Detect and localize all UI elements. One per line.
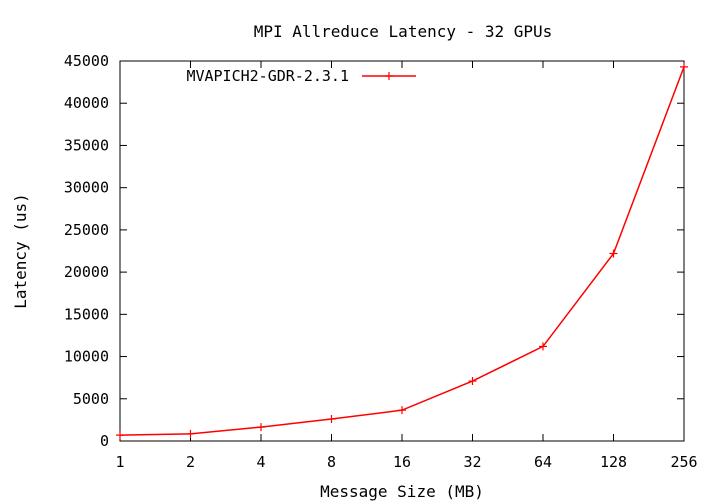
series-layer (116, 62, 688, 440)
x-tick-label: 128 (600, 453, 627, 471)
data-point (468, 377, 477, 386)
x-axis-ticks: 1 2 4 8 16 32 64 128 256 (115, 61, 698, 471)
legend-label: MVAPICH2-GDR-2.3.1 (186, 67, 349, 85)
y-tick-label: 5000 (73, 390, 109, 408)
data-point (186, 429, 195, 438)
data-point (327, 415, 336, 424)
y-tick-label: 30000 (64, 179, 109, 197)
plot-frame (119, 60, 685, 442)
y-tick-label: 15000 (64, 305, 109, 323)
x-tick-label: 64 (534, 453, 552, 471)
x-tick-label: 4 (256, 453, 265, 471)
data-point (539, 342, 547, 351)
x-tick-label: 8 (327, 453, 336, 471)
x-tick-label: 32 (463, 453, 481, 471)
data-point (398, 406, 406, 415)
y-tick-label: 25000 (64, 221, 109, 239)
y-axis-ticks: 0 5000 10000 15000 20000 25000 30000 35000 40000… (64, 52, 684, 450)
y-tick-label: 0 (100, 432, 109, 450)
data-point (680, 62, 688, 71)
y-tick-label: 10000 (64, 348, 109, 366)
legend-marker (385, 72, 393, 80)
y-tick-label: 35000 (64, 136, 109, 154)
y-tick-label: 40000 (64, 94, 109, 112)
legend: MVAPICH2-GDR-2.3.1 (186, 67, 416, 85)
chart-title: MPI Allreduce Latency - 32 GPUs (254, 22, 553, 41)
x-tick-label: 1 (115, 453, 124, 471)
y-tick-label: 20000 (64, 263, 109, 281)
series-line (119, 66, 685, 436)
x-axis-label: Message Size (MB) (320, 482, 484, 501)
y-axis-label: Latency (us) (11, 193, 30, 309)
x-tick-label: 16 (393, 453, 411, 471)
data-point (116, 431, 124, 440)
x-tick-label: 2 (186, 453, 195, 471)
x-tick-label: 256 (670, 453, 697, 471)
data-point (609, 249, 618, 258)
y-tick-label: 45000 (64, 52, 109, 70)
data-point (257, 423, 265, 432)
